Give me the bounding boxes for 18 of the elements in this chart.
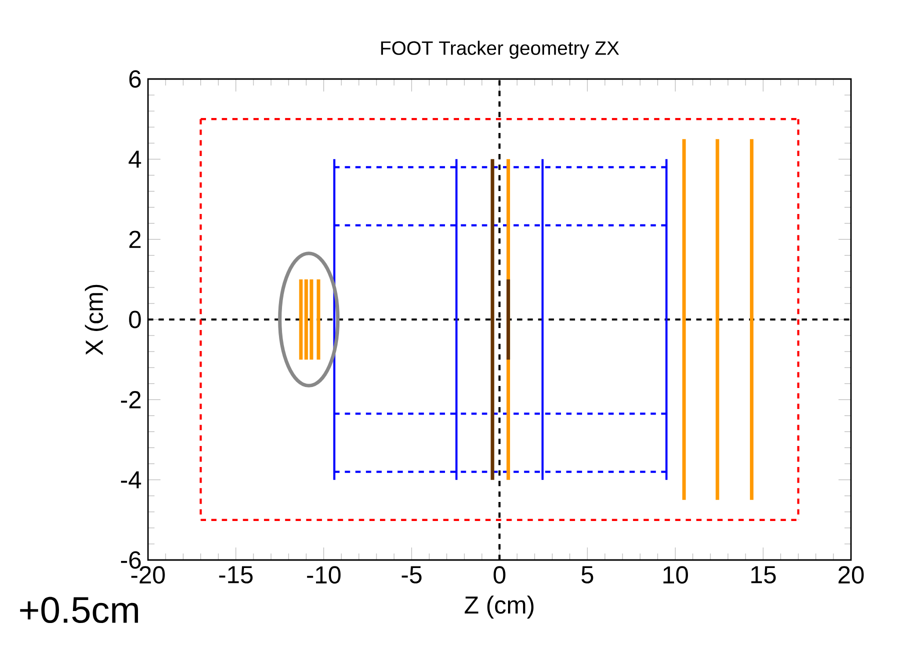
y-tick-label: 4 [128, 150, 142, 168]
y-axis-title: X (cm) [84, 284, 108, 356]
x-tick-label: -15 [219, 566, 253, 584]
y-tick-label: 2 [129, 230, 141, 248]
text: +0.5cm [20, 596, 138, 624]
y-tick-label: 6 [129, 70, 141, 88]
x-tick-label: 10 [663, 566, 688, 584]
x-tick-label: 0 [494, 566, 506, 584]
x-axis-title: Z (cm) [464, 596, 534, 619]
x-tick-label: 5 [582, 566, 594, 584]
y-tick-label: -4 [121, 471, 142, 488]
y-tick-label: -2 [121, 391, 141, 408]
x-tick-label: -5 [402, 566, 422, 584]
x-tick-label: 15 [751, 566, 776, 584]
x-tick-label: 20 [838, 566, 864, 584]
chart-title: FOOT Tracker geometry ZX [381, 40, 620, 59]
y-tick-label: 0 [129, 310, 141, 328]
x-tick-label: -10 [307, 566, 341, 584]
